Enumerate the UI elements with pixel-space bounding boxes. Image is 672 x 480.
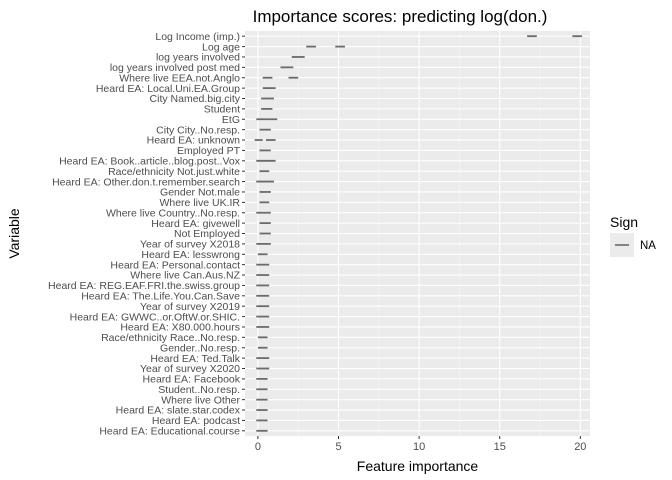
y-tick-label: Heard EA: Book..article..blog.post..Vox <box>59 156 241 168</box>
x-tick-label: 20 <box>574 441 586 453</box>
y-tick-label: Heard EA: Other.don.t.remember.search <box>52 176 240 188</box>
y-tick-label: Gender..No.resp. <box>160 342 240 354</box>
y-axis-title: Variable <box>6 208 22 259</box>
y-tick-label: Heard EA: REG.EAF.FRI.the.swiss.group <box>48 280 240 292</box>
y-tick-label: Not Employed <box>174 228 240 240</box>
legend: Sign NA <box>610 214 656 257</box>
y-tick-label: Heard EA: GWWC..or.OftW.or.SHIC. <box>70 311 240 323</box>
chart-title: Importance scores: predicting log(don.) <box>253 7 548 26</box>
y-tick-label: Year of survey X2020 <box>140 363 240 375</box>
y-tick-label: City City..No.resp. <box>156 124 240 136</box>
interval-marks <box>254 35 582 432</box>
y-tick-label: Where live Other <box>161 394 240 406</box>
y-tick-label: Heard EA: slate.star.codex <box>116 405 241 417</box>
y-tick-label: Heard EA: Local.Uni.EA.Group <box>96 83 240 95</box>
major-gridlines <box>245 31 590 436</box>
y-tick-label: Heard EA: Ted.Talk <box>150 353 240 365</box>
y-tick-label: Where live EEA.not.Anglo <box>119 72 240 84</box>
y-tick-label: Student..No.resp. <box>158 384 240 396</box>
y-tick-label: Heard EA: lesswrong <box>141 249 240 261</box>
y-tick-label: Heard EA: unknown <box>147 135 241 147</box>
x-tick-label: 10 <box>413 441 425 453</box>
y-tick-label: Race/ethnicity Race..No.resp. <box>101 332 240 344</box>
x-axis-title: Feature importance <box>357 458 479 474</box>
y-tick-label: Heard EA: givewell <box>151 218 240 230</box>
y-tick-label: Log Income (imp.) <box>155 31 240 43</box>
x-tick-label: 0 <box>255 441 261 453</box>
y-tick-label: Heard EA: Facebook <box>143 374 241 386</box>
y-tick-label: Student <box>204 104 240 116</box>
y-tick-label: Employed PT <box>177 145 241 157</box>
y-tick-label: Race/ethnicity Not.just.white <box>108 166 240 178</box>
y-tick-label: Heard EA: Educational.course <box>99 426 240 438</box>
y-tick-label: Heard EA: The.Life.You.Can.Save <box>81 291 240 303</box>
legend-title: Sign <box>610 214 638 230</box>
x-axis: 0 5 10 15 20 <box>255 436 586 453</box>
x-tick-label: 5 <box>335 441 341 453</box>
y-tick-label: log years involved <box>156 52 240 64</box>
y-tick-label: Year of survey X2019 <box>140 301 240 313</box>
y-tick-label: Heard EA: podcast <box>152 415 240 427</box>
y-tick-label: Where live Country..No.resp. <box>106 207 240 219</box>
y-tick-label: Log age <box>202 41 240 53</box>
legend-label: NA <box>640 240 656 252</box>
y-tick-label: Where live Can.Aus.NZ <box>130 270 240 282</box>
y-tick-label: Heard EA: X80.000.hours <box>120 322 240 334</box>
y-tick-label: EtG <box>222 114 240 126</box>
y-tick-label: Year of survey X2018 <box>140 239 240 251</box>
y-tick-label: log years involved post med <box>110 62 240 74</box>
y-tick-label: Heard EA: Personal.contact <box>110 259 240 271</box>
x-tick-label: 15 <box>494 441 506 453</box>
y-tick-label: Gender Not.male <box>160 187 240 199</box>
y-tick-label: City Named.big.city <box>150 93 241 105</box>
y-tick-label: Where live UK.IR <box>159 197 240 209</box>
